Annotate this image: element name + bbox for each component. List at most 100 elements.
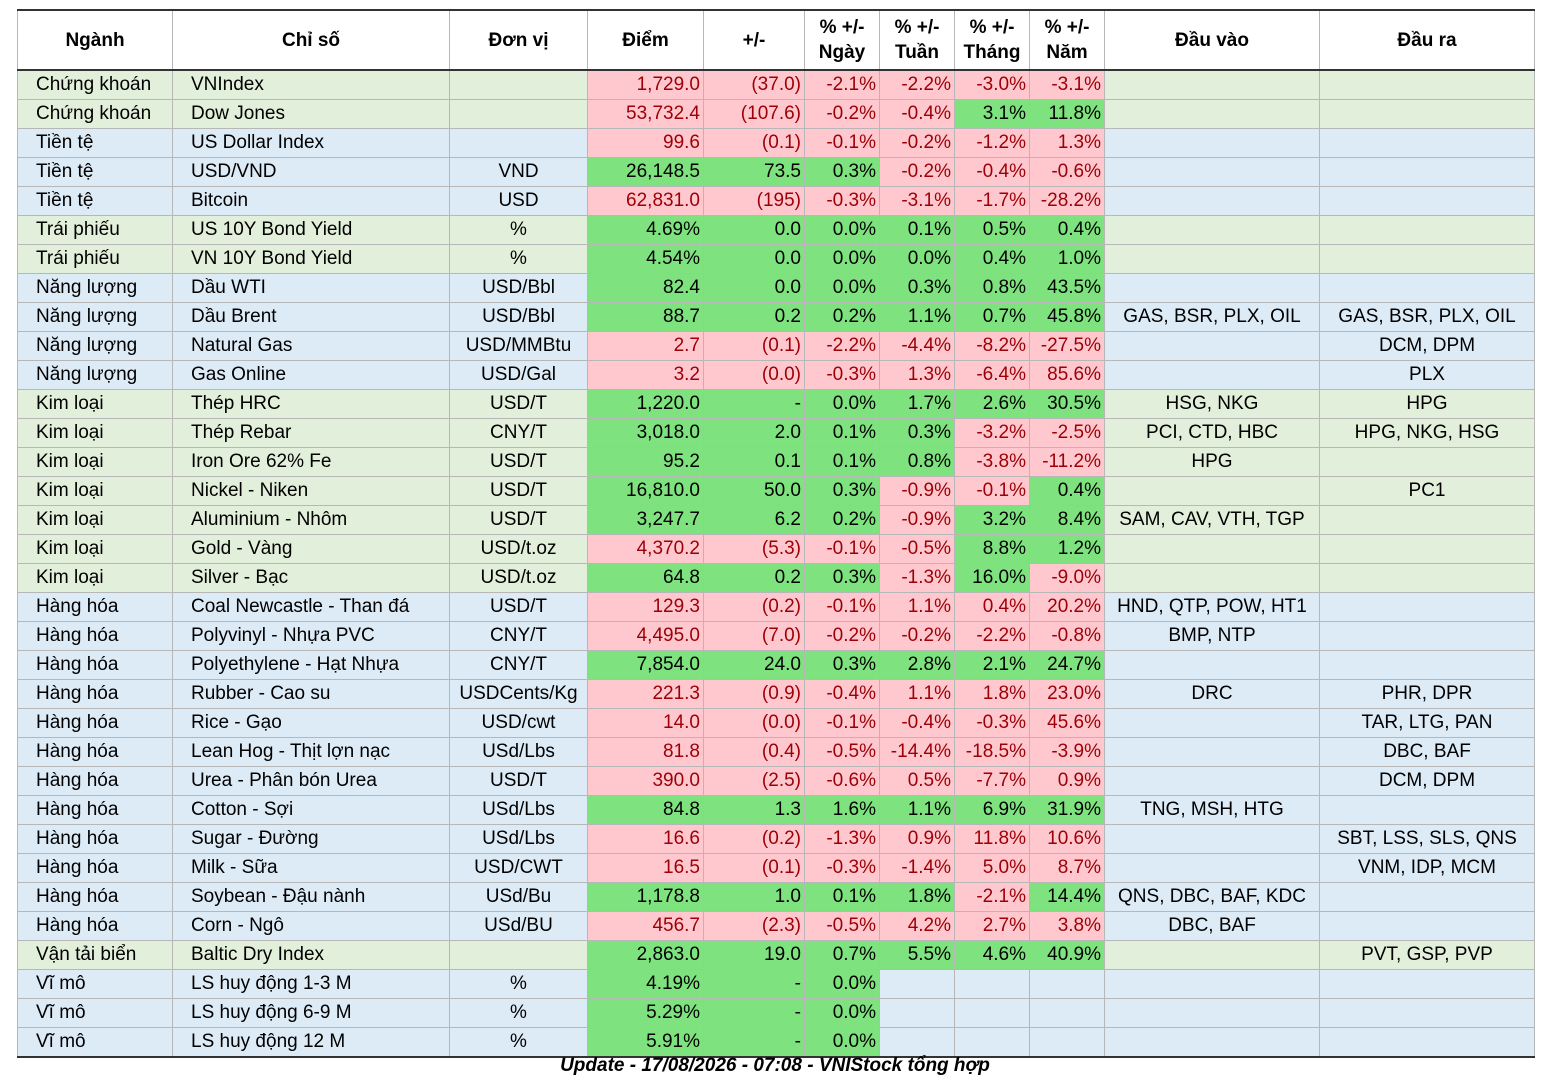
cell-input-stocks: BMP, NTP [1104, 621, 1320, 651]
cell-output-stocks: SBT, LSS, SLS, QNS [1319, 824, 1535, 854]
cell-day: 0.0% [804, 969, 880, 999]
cell-change: (0.0) [703, 708, 805, 738]
cell-unit: USD/T [449, 447, 588, 477]
header-day: % +/- Ngày [804, 9, 880, 71]
cell-month [954, 1027, 1030, 1058]
cell-day: -0.3% [804, 186, 880, 216]
cell-week: 1.8% [879, 882, 955, 912]
cell-unit: CNY/T [449, 621, 588, 651]
cell-week: -0.4% [879, 708, 955, 738]
cell-year: 43.5% [1029, 273, 1105, 303]
cell-output-stocks: PLX [1319, 360, 1535, 390]
cell-output-stocks [1319, 650, 1535, 680]
cell-month: 8.8% [954, 534, 1030, 564]
cell-unit: CNY/T [449, 650, 588, 680]
cell-change: 0.2 [703, 302, 805, 332]
cell-sector: Năng lượng [17, 360, 173, 390]
cell-index: VNIndex [172, 69, 450, 100]
table-row: Kim loại Gold - Vàng USD/t.oz 4,370.2 (5.3) -… [17, 534, 1535, 564]
cell-day: 0.0% [804, 998, 880, 1028]
table-row: Kim loại Aluminium - Nhôm USD/T 3,247.7 6.2 0… [17, 505, 1535, 535]
cell-day: -0.4% [804, 679, 880, 709]
cell-month: 0.8% [954, 273, 1030, 303]
table-row: Kim loại Nickel - Niken USD/T 16,810.0 50.0 0… [17, 476, 1535, 506]
cell-month: 16.0% [954, 563, 1030, 593]
cell-change: 0.0 [703, 215, 805, 245]
cell-week: 1.1% [879, 679, 955, 709]
cell-sector: Hàng hóa [17, 766, 173, 796]
cell-change: 24.0 [703, 650, 805, 680]
cell-change: (0.2) [703, 592, 805, 622]
cell-day: 0.3% [804, 650, 880, 680]
cell-unit: CNY/T [449, 418, 588, 448]
cell-output-stocks [1319, 447, 1535, 477]
cell-score: 2.7 [587, 331, 704, 361]
cell-change: 73.5 [703, 157, 805, 187]
cell-month: -3.8% [954, 447, 1030, 477]
cell-score: 26,148.5 [587, 157, 704, 187]
cell-day: -0.5% [804, 911, 880, 941]
table-row: Chứng khoán VNIndex 1,729.0 (37.0) -2.1% -2.2… [17, 69, 1535, 100]
cell-score: 221.3 [587, 679, 704, 709]
table-row: Hàng hóa Cotton - Sợi USd/Lbs 84.8 1.3 1.6% 1.… [17, 795, 1535, 825]
cell-year: 8.7% [1029, 853, 1105, 883]
cell-year: -11.2% [1029, 447, 1105, 477]
cell-day: -0.5% [804, 737, 880, 767]
cell-index: Cotton - Sợi [172, 795, 450, 825]
cell-week: -0.2% [879, 621, 955, 651]
cell-output-stocks [1319, 563, 1535, 593]
cell-day: -0.3% [804, 360, 880, 390]
cell-index: US 10Y Bond Yield [172, 215, 450, 245]
cell-sector: Hàng hóa [17, 650, 173, 680]
cell-year: 0.4% [1029, 215, 1105, 245]
cell-year: 45.6% [1029, 708, 1105, 738]
cell-unit [449, 940, 588, 970]
cell-change: (0.0) [703, 360, 805, 390]
cell-input-stocks [1104, 998, 1320, 1028]
cell-day: -0.1% [804, 592, 880, 622]
cell-output-stocks [1319, 99, 1535, 129]
cell-score: 4.54% [587, 244, 704, 274]
cell-week: 1.7% [879, 389, 955, 419]
table-row: Tiền tệ Bitcoin USD 62,831.0 (195) -0.3% -3.1%… [17, 186, 1535, 216]
cell-unit: USD/T [449, 476, 588, 506]
cell-week: 1.1% [879, 795, 955, 825]
cell-change: 0.0 [703, 273, 805, 303]
cell-index: Lean Hog - Thịt lợn nạc [172, 737, 450, 767]
cell-input-stocks [1104, 186, 1320, 216]
cell-unit: USd/BU [449, 911, 588, 941]
cell-month: 0.5% [954, 215, 1030, 245]
cell-index: Coal Newcastle - Than đá [172, 592, 450, 622]
cell-input-stocks [1104, 99, 1320, 129]
cell-change: 1.3 [703, 795, 805, 825]
table-row: Trái phiếu VN 10Y Bond Yield% 4.54% 0.0 0.0%… [17, 244, 1535, 274]
cell-month [954, 998, 1030, 1028]
cell-change: (2.3) [703, 911, 805, 941]
cell-year: 1.3% [1029, 128, 1105, 158]
cell-day: 1.6% [804, 795, 880, 825]
cell-day: 0.1% [804, 418, 880, 448]
table-row: Tiền tệ US Dollar Index 99.6 (0.1) -0.1% -0.2… [17, 128, 1535, 158]
cell-week: 0.8% [879, 447, 955, 477]
cell-output-stocks [1319, 911, 1535, 941]
cell-change: 0.1 [703, 447, 805, 477]
cell-score: 7,854.0 [587, 650, 704, 680]
cell-output-stocks: DCM, DPM [1319, 331, 1535, 361]
cell-day: -0.2% [804, 621, 880, 651]
cell-unit: % [449, 215, 588, 245]
cell-output-stocks: VNM, IDP, MCM [1319, 853, 1535, 883]
cell-unit: USD/T [449, 505, 588, 535]
cell-index: Soybean - Đậu nành [172, 882, 450, 912]
table-row: Chứng khoán Dow Jones 53,732.4 (107.6) -0.2%… [17, 99, 1535, 129]
cell-month: 0.7% [954, 302, 1030, 332]
cell-input-stocks: PCI, CTD, HBC [1104, 418, 1320, 448]
cell-index: Dầu Brent [172, 302, 450, 332]
cell-week: 0.3% [879, 273, 955, 303]
cell-sector: Hàng hóa [17, 824, 173, 854]
cell-week: -1.4% [879, 853, 955, 883]
cell-week [879, 1027, 955, 1058]
cell-week: -4.4% [879, 331, 955, 361]
cell-month: 2.6% [954, 389, 1030, 419]
cell-unit: % [449, 1027, 588, 1058]
cell-index: Silver - Bạc [172, 563, 450, 593]
